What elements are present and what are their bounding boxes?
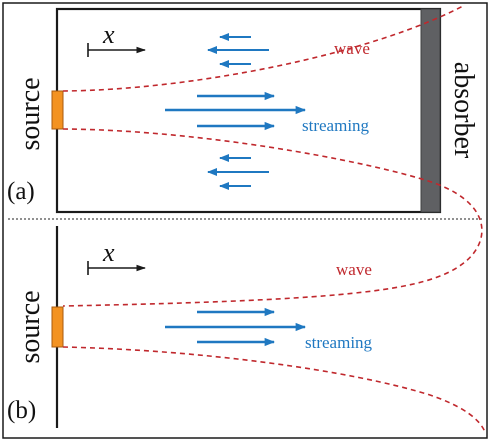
wave-envelope-upper — [62, 4, 466, 92]
panel-b: source (b) x wave streaming — [7, 226, 486, 433]
axis-label: x — [102, 238, 115, 267]
streaming-label: streaming — [305, 333, 373, 352]
absorber-label: absorber — [448, 62, 479, 159]
source-label: source — [15, 77, 46, 150]
wave-envelope-lower — [62, 128, 483, 307]
source-element — [51, 90, 64, 130]
streaming-label: streaming — [302, 116, 370, 135]
source-element — [51, 306, 64, 348]
wave-envelope-lower-b — [62, 346, 486, 433]
panel-label-a: (a) — [7, 178, 35, 205]
source-label: source — [15, 290, 46, 363]
panel-label-b: (b) — [7, 397, 36, 424]
panel-a: source absorber (a) x wave streaming — [7, 4, 479, 214]
absorber — [420, 8, 441, 213]
wave-label: wave — [336, 260, 372, 279]
axis-label: x — [102, 20, 115, 49]
